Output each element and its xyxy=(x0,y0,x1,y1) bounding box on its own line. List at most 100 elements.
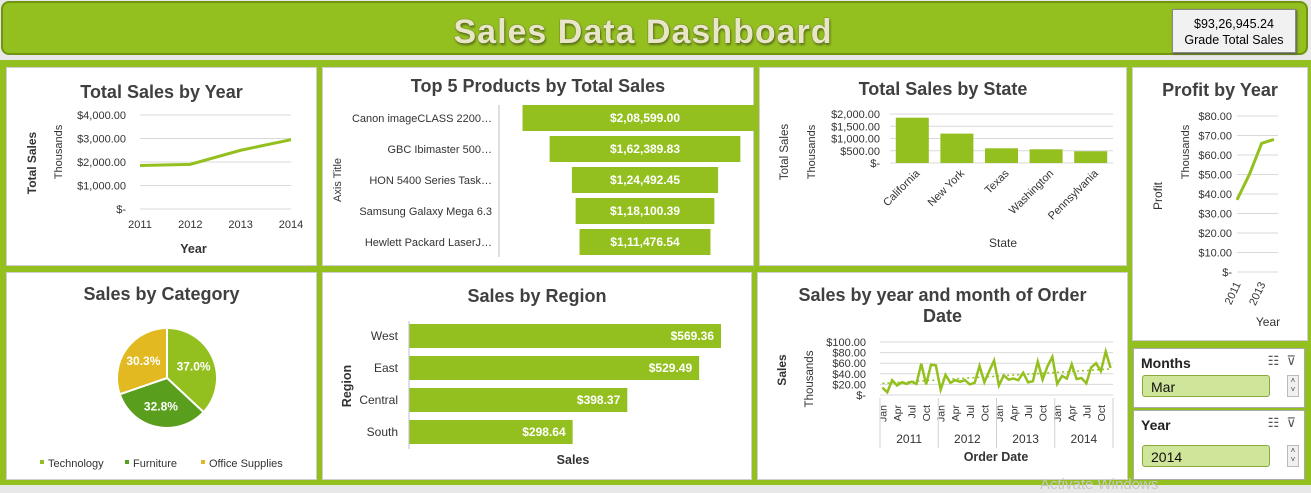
y-tick-label: $- xyxy=(856,390,866,402)
slicer-year-selected[interactable]: 2014 xyxy=(1142,445,1270,467)
month-tick-label: Jan xyxy=(877,405,889,422)
category-label: West xyxy=(371,329,399,343)
clear-filter-icon[interactable]: ⊽ xyxy=(1286,415,1296,430)
legend-marker xyxy=(201,460,205,464)
category-label: South xyxy=(367,425,398,439)
panel-sales-by-region: Sales by Region $569.36 West $529.49 East $3… xyxy=(322,272,752,480)
bar xyxy=(1029,149,1063,163)
panel-sales-by-category: Sales by Category 37.0% 32.8% 30.3% Technol… xyxy=(6,272,317,480)
category-label: Samsung Galaxy Mega 6.3 xyxy=(359,206,492,218)
category-label: GBC Ibimaster 500… xyxy=(387,144,492,156)
chart-sales-by-state: $-$500.00$1,000.00$1,500.00$2,000.00 Cali… xyxy=(779,109,1113,250)
category-label: Canon imageCLASS 2200… xyxy=(352,113,492,125)
month-tick-label: Jul xyxy=(1081,405,1093,418)
data-label: $529.49 xyxy=(649,361,693,375)
legend-label: Technology xyxy=(48,458,104,470)
category-label: East xyxy=(374,361,399,375)
panel-title: Total Sales by Year xyxy=(80,82,243,102)
y-tick-label: $70.00 xyxy=(1198,131,1232,143)
data-label: 32.8% xyxy=(144,399,178,413)
panel-title: Sales by Region xyxy=(467,286,607,306)
series-line xyxy=(1235,137,1275,201)
y-tick-label: $40.00 xyxy=(1198,189,1232,201)
y-tick-label: $3,000.00 xyxy=(77,134,126,146)
y-axis-title: Region xyxy=(340,365,354,407)
slicer-months-label: Months xyxy=(1141,355,1191,371)
multi-select-icon[interactable]: ☷ xyxy=(1267,353,1280,368)
data-label: $1,62,389.83 xyxy=(610,142,680,156)
grand-total-label: Grade Total Sales xyxy=(1184,33,1284,47)
chart-sales-by-year: $- $1,000.00 $2,000.00 $3,000.00 $4,000.00 20… xyxy=(25,110,303,256)
grand-total-card: $93,26,945.24 Grade Total Sales xyxy=(1172,9,1296,53)
y-tick-label: $80.00 xyxy=(832,348,866,360)
slicer-months-selected[interactable]: Mar xyxy=(1142,375,1270,397)
y-tick-label: $1,000.00 xyxy=(77,181,126,193)
y-axis-title: Profit xyxy=(1151,181,1165,210)
panel-profit-by-year: Profit by Year $- $10.00 $20.00 $30.00 $40.0… xyxy=(1132,67,1308,341)
data-label: $1,11,476.54 xyxy=(610,235,680,249)
month-tick-label: Jul xyxy=(1023,405,1035,418)
month-tick-label: Oct xyxy=(1038,405,1050,421)
series-line xyxy=(139,138,292,168)
x-tick-label: Washington xyxy=(1007,168,1056,217)
y-axis-title: Total Sales xyxy=(779,124,791,181)
slicer-year-label: Year xyxy=(1141,417,1171,433)
y-tick-label: $2,000.00 xyxy=(77,157,126,169)
legend-label: Office Supplies xyxy=(209,458,283,470)
y-tick-label: $40.00 xyxy=(832,369,866,381)
category-label: Central xyxy=(359,393,398,407)
pie-slice xyxy=(118,376,205,429)
y-tick-label: $- xyxy=(1222,267,1232,279)
trendline xyxy=(882,368,1111,385)
panel-title: Sales by year and month of Order Date xyxy=(798,285,1087,326)
data-label: $1,18,100.39 xyxy=(610,204,680,218)
month-tick-label: Jan xyxy=(1052,405,1064,422)
month-tick-label: Jul xyxy=(965,405,977,418)
bar xyxy=(1074,151,1108,163)
bar xyxy=(549,136,741,162)
year-label: 2014 xyxy=(1071,432,1098,446)
month-tick-label: Jan xyxy=(936,405,948,422)
series-line xyxy=(881,346,1112,395)
data-label: 37.0% xyxy=(177,359,211,373)
bar xyxy=(571,167,719,193)
category-label: HON 5400 Series Task… xyxy=(369,175,492,187)
units-label: Thousands xyxy=(804,350,816,407)
multi-select-icon[interactable]: ☷ xyxy=(1267,415,1280,430)
month-tick-label: Apr xyxy=(1008,405,1020,422)
y-tick-label: $2,000.00 xyxy=(831,109,880,121)
slicer-months-scrollbar[interactable]: ˄ ˅ xyxy=(1287,375,1299,397)
legend-marker xyxy=(40,460,44,464)
y-tick-label: $20.00 xyxy=(832,379,866,391)
pie-slice xyxy=(116,326,168,396)
slicer-year-tools: ☷ ⊽ xyxy=(1268,415,1296,431)
month-tick-label: Oct xyxy=(1096,405,1108,421)
x-tick-label: 2011 xyxy=(1223,280,1244,307)
y-axis-title: Sales xyxy=(775,354,789,386)
slicer-months: Months ☷ ⊽ Mar ˄ ˅ xyxy=(1133,348,1305,408)
y-tick-label: $4,000.00 xyxy=(77,110,126,122)
y-tick-label: $20.00 xyxy=(1198,228,1232,240)
y-tick-label: $30.00 xyxy=(1198,209,1232,221)
chart-sales-by-region: $569.36 West $529.49 East $398.37 Central $298… xyxy=(340,321,721,467)
x-tick-label: 2012 xyxy=(178,219,202,231)
slicer-months-tools: ☷ ⊽ xyxy=(1268,353,1296,369)
y-tick-label: $1,500.00 xyxy=(831,121,880,133)
bar xyxy=(579,229,711,255)
x-tick-label: Texas xyxy=(983,167,1012,196)
x-tick-label: 2013 xyxy=(228,219,252,231)
chart-sales-by-category: 37.0% 32.8% 30.3% Technology Furniture Office… xyxy=(40,326,283,470)
slicer-year-scrollbar[interactable]: ˄ ˅ xyxy=(1287,445,1299,467)
legend-marker xyxy=(125,460,129,464)
x-axis-title: Year xyxy=(1256,315,1280,329)
panel-title: Sales by Category xyxy=(83,284,240,304)
bar xyxy=(409,388,628,412)
month-tick-label: Apr xyxy=(1067,405,1079,422)
x-tick-label: New York xyxy=(926,167,968,209)
year-label: 2013 xyxy=(1012,432,1039,446)
x-axis-title: State xyxy=(989,236,1017,250)
slicer-year: Year ☷ ⊽ 2014 ˄ ˅ xyxy=(1133,410,1305,480)
year-label: 2011 xyxy=(896,432,922,446)
clear-filter-icon[interactable]: ⊽ xyxy=(1286,353,1296,368)
